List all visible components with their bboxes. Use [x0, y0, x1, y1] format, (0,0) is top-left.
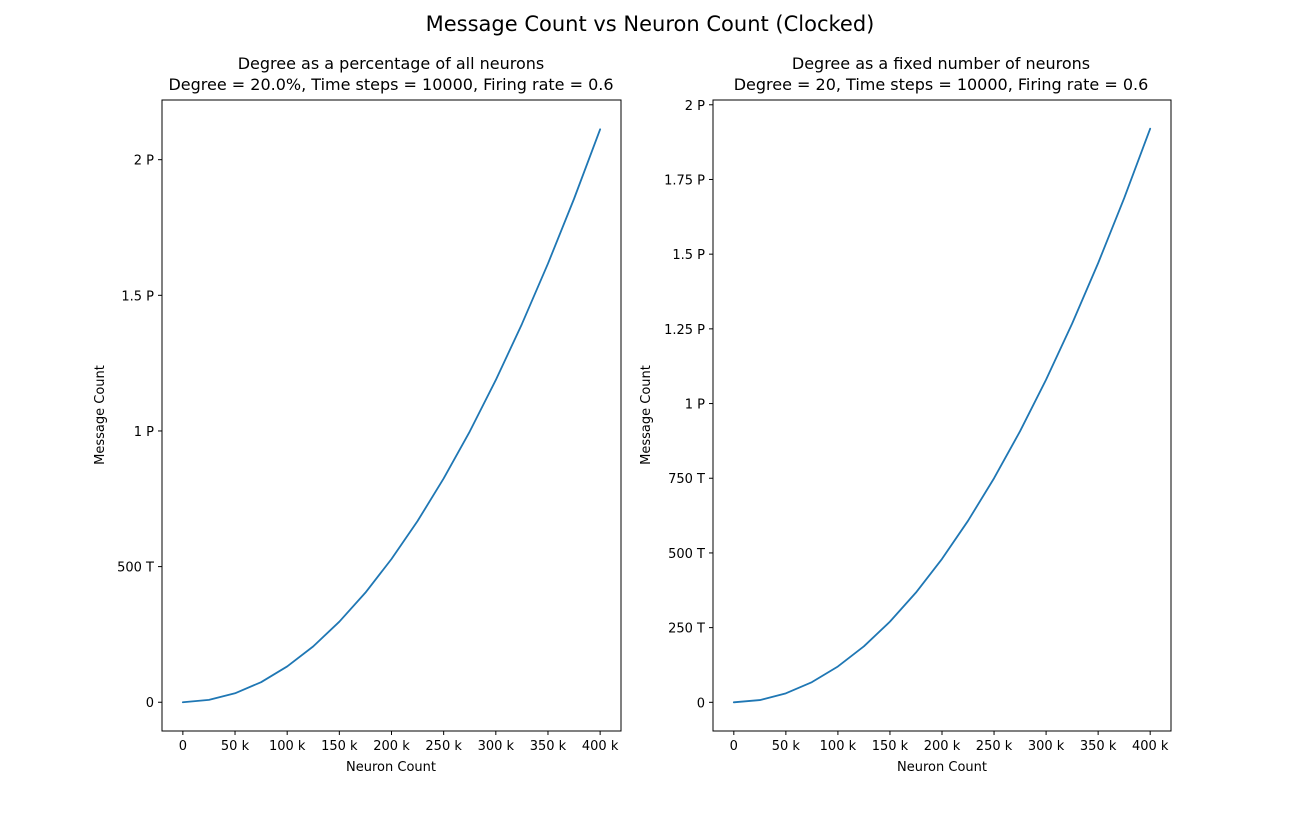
x-tick-label: 300 k	[1028, 739, 1065, 754]
x-tick-label: 100 k	[820, 739, 857, 754]
subplot-title: Degree as a fixed number of neurons	[792, 54, 1090, 73]
x-tick-label: 250 k	[976, 739, 1013, 754]
x-tick-label: 350 k	[1080, 739, 1117, 754]
y-tick-label: 1.75 P	[664, 173, 705, 188]
figure-title: Message Count vs Neuron Count (Clocked)	[426, 12, 875, 36]
y-tick-label: 500 T	[668, 547, 705, 562]
x-tick-label: 300 k	[478, 739, 515, 754]
x-tick-label: 200 k	[373, 739, 410, 754]
y-tick-label: 2 P	[134, 154, 154, 169]
x-tick-label: 400 k	[582, 739, 619, 754]
x-tick-label: 50 k	[221, 739, 250, 754]
x-tick-label: 150 k	[872, 739, 909, 754]
subplot-subtitle: Degree = 20, Time steps = 10000, Firing …	[734, 75, 1149, 94]
plot-frame	[161, 99, 622, 732]
y-tick-label: 2 P	[685, 99, 705, 114]
y-axis-label: Message Count	[639, 365, 654, 465]
x-axis-label: Neuron Count	[346, 760, 436, 775]
subplot-percentage-degree: Degree as a percentage of all neurons De…	[93, 54, 622, 775]
series-line	[181, 128, 602, 704]
y-tick-label: 1.5 P	[121, 289, 154, 304]
x-tick-label: 400 k	[1132, 739, 1169, 754]
x-tick-label: 100 k	[269, 739, 306, 754]
x-tick-label: 0	[730, 739, 738, 754]
y-tick-label: 1 P	[134, 425, 154, 440]
y-tick-label: 250 T	[668, 622, 705, 637]
y-tick-label: 1.5 P	[672, 248, 705, 263]
x-tick-label: 200 k	[924, 739, 961, 754]
x-tick-label: 150 k	[321, 739, 358, 754]
x-tick-label: 0	[179, 739, 187, 754]
x-tick-label: 250 k	[425, 739, 462, 754]
y-tick-label: 500 T	[117, 561, 154, 576]
y-axis-label: Message Count	[93, 365, 108, 465]
subplot-title: Degree as a percentage of all neurons	[238, 54, 545, 73]
y-tick-label: 1.25 P	[664, 323, 705, 338]
y-tick-label: 0	[146, 696, 154, 711]
y-tick-label: 1 P	[685, 398, 705, 413]
plot-frame	[712, 99, 1172, 732]
x-tick-label: 350 k	[530, 739, 567, 754]
x-tick-label: 50 k	[772, 739, 801, 754]
series-line	[732, 127, 1152, 704]
subplot-fixed-degree: Degree as a fixed number of neurons Degr…	[639, 54, 1172, 775]
y-tick-label: 0	[697, 696, 705, 711]
y-tick-label: 750 T	[668, 472, 705, 487]
subplot-subtitle: Degree = 20.0%, Time steps = 10000, Firi…	[168, 75, 613, 94]
x-axis-label: Neuron Count	[897, 760, 987, 775]
